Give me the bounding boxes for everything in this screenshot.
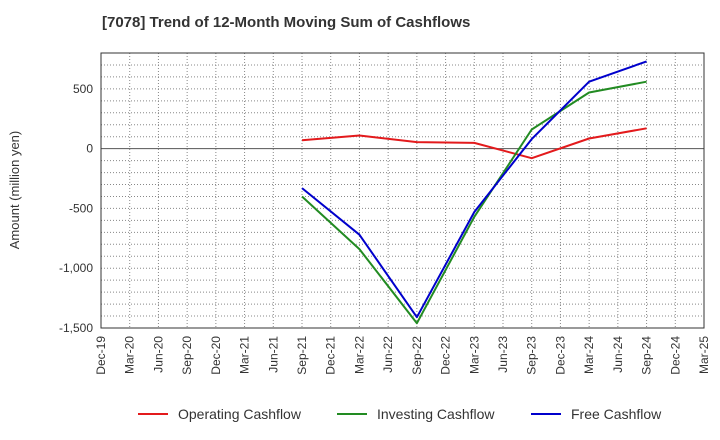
y-tick-label: 500 — [73, 82, 93, 96]
x-tick-label: Dec-22 — [439, 336, 453, 375]
x-tick-label: Mar-23 — [467, 336, 481, 374]
operating-cashflow-line — [301, 127, 647, 160]
x-tick-labels: Dec-19 Mar-20 Jun-20 Sep-20 Dec-20 Mar-21 Jun-… — [94, 336, 711, 375]
y-tick-label: -500 — [69, 201, 93, 215]
series-lines — [301, 60, 647, 325]
x-tick-label: Sep-24 — [640, 336, 654, 375]
x-tick-label: Mar-20 — [123, 336, 137, 374]
free-cashflow-legend-label: Free Cashflow — [571, 406, 662, 422]
y-tick-labels: 500 0 -500 -1,000 -1,500 — [59, 82, 93, 335]
x-tick-label: Dec-24 — [668, 336, 682, 375]
investing-cashflow-legend-label: Investing Cashflow — [377, 406, 495, 422]
y-axis-label: Amount (million yen) — [7, 131, 22, 250]
plot-border — [100, 52, 705, 329]
operating-cashflow-legend-label: Operating Cashflow — [178, 406, 302, 422]
x-tick-label: Mar-25 — [697, 336, 711, 374]
x-tick-label: Sep-21 — [295, 336, 309, 375]
x-tick-label: Jun-24 — [611, 336, 625, 373]
x-tick-label: Mar-24 — [582, 336, 596, 374]
x-tick-label: Dec-21 — [324, 336, 338, 375]
y-tick-label: 0 — [86, 142, 93, 156]
x-tick-label: Sep-22 — [410, 336, 424, 375]
x-tick-label: Dec-23 — [553, 336, 567, 375]
free-cashflow-line — [301, 60, 647, 319]
x-tick-label: Jun-22 — [381, 336, 395, 373]
plot-area — [101, 53, 704, 328]
x-tick-label: Jun-21 — [266, 336, 280, 373]
y-tick-label: -1,500 — [59, 321, 93, 335]
x-tick-label: Sep-23 — [525, 336, 539, 375]
x-tick-label: Jun-23 — [496, 336, 510, 373]
legend: Operating Cashflow Investing Cashflow Free… — [138, 406, 662, 422]
investing-cashflow-line — [301, 80, 647, 325]
chart-title: [7078] Trend of 12-Month Moving Sum of C… — [102, 14, 471, 31]
x-tick-label: Mar-22 — [352, 336, 366, 374]
x-tick-label: Sep-20 — [180, 336, 194, 375]
x-tick-label: Dec-19 — [94, 336, 108, 375]
x-tick-label: Mar-21 — [238, 336, 252, 374]
x-tick-label: Jun-20 — [151, 336, 165, 373]
y-tick-label: -1,000 — [59, 261, 93, 275]
x-tick-label: Dec-20 — [209, 336, 223, 375]
